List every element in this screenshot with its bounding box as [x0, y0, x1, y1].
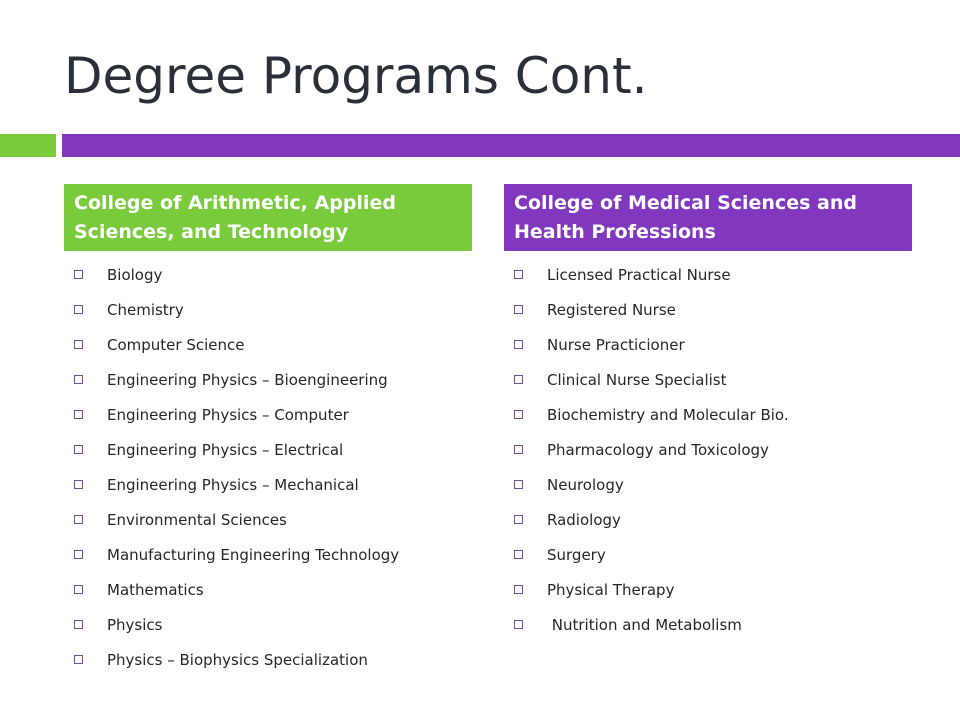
- list-item-label: Surgery: [547, 545, 606, 564]
- list-item: Computer Science: [74, 327, 494, 362]
- list-item-label: Registered Nurse: [547, 300, 676, 319]
- list-item-label: Physics – Biophysics Specialization: [107, 650, 368, 669]
- title-accent-bar-green: [0, 134, 56, 157]
- list-item-label: Biochemistry and Molecular Bio.: [547, 405, 789, 424]
- list-item: Chemistry: [74, 292, 494, 327]
- square-bullet-icon: [514, 270, 523, 279]
- square-bullet-icon: [514, 480, 523, 489]
- list-item-label: Radiology: [547, 510, 621, 529]
- title-accent-bar-purple: [62, 134, 960, 157]
- list-item-label: Neurology: [547, 475, 624, 494]
- list-item-label: Pharmacology and Toxicology: [547, 440, 769, 459]
- list-item: Licensed Practical Nurse: [514, 257, 934, 292]
- square-bullet-icon: [514, 515, 523, 524]
- list-item-label: Environmental Sciences: [107, 510, 287, 529]
- right-column-header: College of Medical Sciences and Health P…: [504, 184, 912, 251]
- list-item: Mathematics: [74, 572, 494, 607]
- list-item: Clinical Nurse Specialist: [514, 362, 934, 397]
- square-bullet-icon: [514, 340, 523, 349]
- list-item: Physics – Biophysics Specialization: [74, 642, 494, 677]
- list-item: Neurology: [514, 467, 934, 502]
- list-item: Nutrition and Metabolism: [514, 607, 934, 642]
- square-bullet-icon: [74, 375, 83, 384]
- list-item-label: Engineering Physics – Electrical: [107, 440, 344, 459]
- list-item: Registered Nurse: [514, 292, 934, 327]
- list-item-label: Engineering Physics – Computer: [107, 405, 349, 424]
- right-program-list: Licensed Practical Nurse Registered Nurs…: [514, 257, 934, 642]
- list-item-label: Clinical Nurse Specialist: [547, 370, 727, 389]
- list-item: Engineering Physics – Electrical: [74, 432, 494, 467]
- square-bullet-icon: [74, 270, 83, 279]
- list-item-label: Physical Therapy: [547, 580, 675, 599]
- list-item-label: Manufacturing Engineering Technology: [107, 545, 400, 564]
- square-bullet-icon: [514, 410, 523, 419]
- list-item-label: Nutrition and Metabolism: [547, 615, 742, 634]
- square-bullet-icon: [74, 655, 83, 664]
- list-item-label: Engineering Physics – Bioengineering: [107, 370, 388, 389]
- square-bullet-icon: [74, 480, 83, 489]
- list-item-label: Licensed Practical Nurse: [547, 265, 731, 284]
- square-bullet-icon: [514, 445, 523, 454]
- list-item: Engineering Physics – Bioengineering: [74, 362, 494, 397]
- list-item: Surgery: [514, 537, 934, 572]
- square-bullet-icon: [74, 445, 83, 454]
- square-bullet-icon: [74, 515, 83, 524]
- list-item-label: Nurse Practicioner: [547, 335, 685, 354]
- square-bullet-icon: [514, 585, 523, 594]
- square-bullet-icon: [74, 550, 83, 559]
- square-bullet-icon: [74, 340, 83, 349]
- list-item-label: Biology: [107, 265, 163, 284]
- list-item: Biology: [74, 257, 494, 292]
- list-item-label: Chemistry: [107, 300, 184, 319]
- list-item-label: Physics: [107, 615, 163, 634]
- list-item: Nurse Practicioner: [514, 327, 934, 362]
- square-bullet-icon: [514, 305, 523, 314]
- square-bullet-icon: [74, 585, 83, 594]
- list-item: Radiology: [514, 502, 934, 537]
- list-item: Manufacturing Engineering Technology: [74, 537, 494, 572]
- list-item: Environmental Sciences: [74, 502, 494, 537]
- slide-title: Degree Programs Cont.: [64, 47, 648, 105]
- list-item: Physics: [74, 607, 494, 642]
- left-program-list: Biology Chemistry Computer Science Engin…: [74, 257, 494, 677]
- list-item: Engineering Physics – Computer: [74, 397, 494, 432]
- square-bullet-icon: [74, 620, 83, 629]
- list-item-label: Computer Science: [107, 335, 245, 354]
- square-bullet-icon: [74, 410, 83, 419]
- square-bullet-icon: [514, 620, 523, 629]
- list-item: Engineering Physics – Mechanical: [74, 467, 494, 502]
- list-item: Biochemistry and Molecular Bio.: [514, 397, 934, 432]
- square-bullet-icon: [514, 375, 523, 384]
- list-item: Pharmacology and Toxicology: [514, 432, 934, 467]
- square-bullet-icon: [514, 550, 523, 559]
- list-item-label: Engineering Physics – Mechanical: [107, 475, 359, 494]
- list-item-label: Mathematics: [107, 580, 204, 599]
- left-column-header: College of Arithmetic, Applied Sciences,…: [64, 184, 472, 251]
- list-item: Physical Therapy: [514, 572, 934, 607]
- square-bullet-icon: [74, 305, 83, 314]
